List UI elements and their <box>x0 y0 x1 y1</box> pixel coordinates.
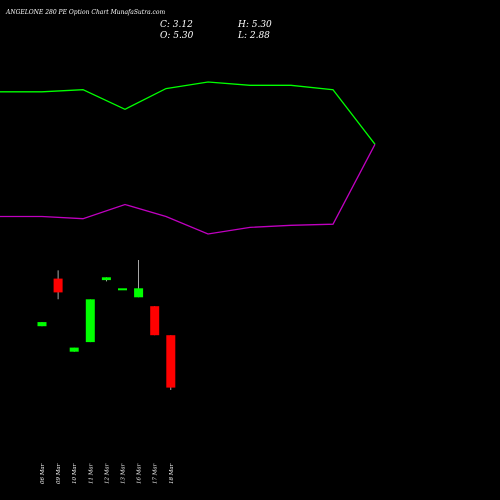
candle-13-mar <box>118 288 127 291</box>
candle-06-mar <box>37 322 47 327</box>
candle-11-mar <box>85 299 95 343</box>
candle-body <box>118 288 127 291</box>
candle-body <box>85 299 95 343</box>
date-tick-label: 12 Mar <box>104 463 110 484</box>
candle-12-mar <box>101 277 111 282</box>
lower-band-line <box>0 143 376 235</box>
date-tick-label: 09 Mar <box>56 463 62 484</box>
candle-body <box>69 347 79 352</box>
candle-18-mar <box>166 335 176 390</box>
upper-band-line <box>0 81 376 145</box>
date-tick-label: 10 Mar <box>72 463 78 484</box>
chart-title: ANGELONE 280 PE Option Chart MunafaSutra… <box>5 9 166 16</box>
date-tick-label: 17 Mar <box>153 463 159 484</box>
indicator-bands <box>0 81 376 235</box>
candle-body <box>150 306 160 336</box>
candle-09-mar <box>53 270 63 300</box>
date-tick-label: 11 Mar <box>88 463 94 484</box>
candles <box>37 260 176 390</box>
date-tick-label: 18 Mar <box>169 463 175 484</box>
date-axis: 06 Mar 09 Mar 10 Mar 11 Mar 12 Mar 13 Mar 16 M… <box>40 463 175 484</box>
date-tick-label: 06 Mar <box>40 463 46 484</box>
low-readout: L: 2.88 <box>237 31 270 41</box>
candle-10-mar <box>69 347 79 352</box>
candle-body <box>166 335 176 388</box>
date-tick-label: 13 Mar <box>121 463 127 484</box>
candle-16-mar <box>134 260 144 298</box>
candle-body <box>134 288 144 298</box>
open-readout: O: 5.30 <box>160 31 194 41</box>
close-readout: C: 3.12 <box>160 20 193 30</box>
high-readout: H: 5.30 <box>237 20 272 30</box>
date-tick-label: 16 Mar <box>137 463 143 484</box>
candle-body <box>101 277 111 281</box>
candle-17-mar <box>150 306 160 336</box>
candle-body <box>53 278 63 293</box>
candle-body <box>37 322 47 327</box>
